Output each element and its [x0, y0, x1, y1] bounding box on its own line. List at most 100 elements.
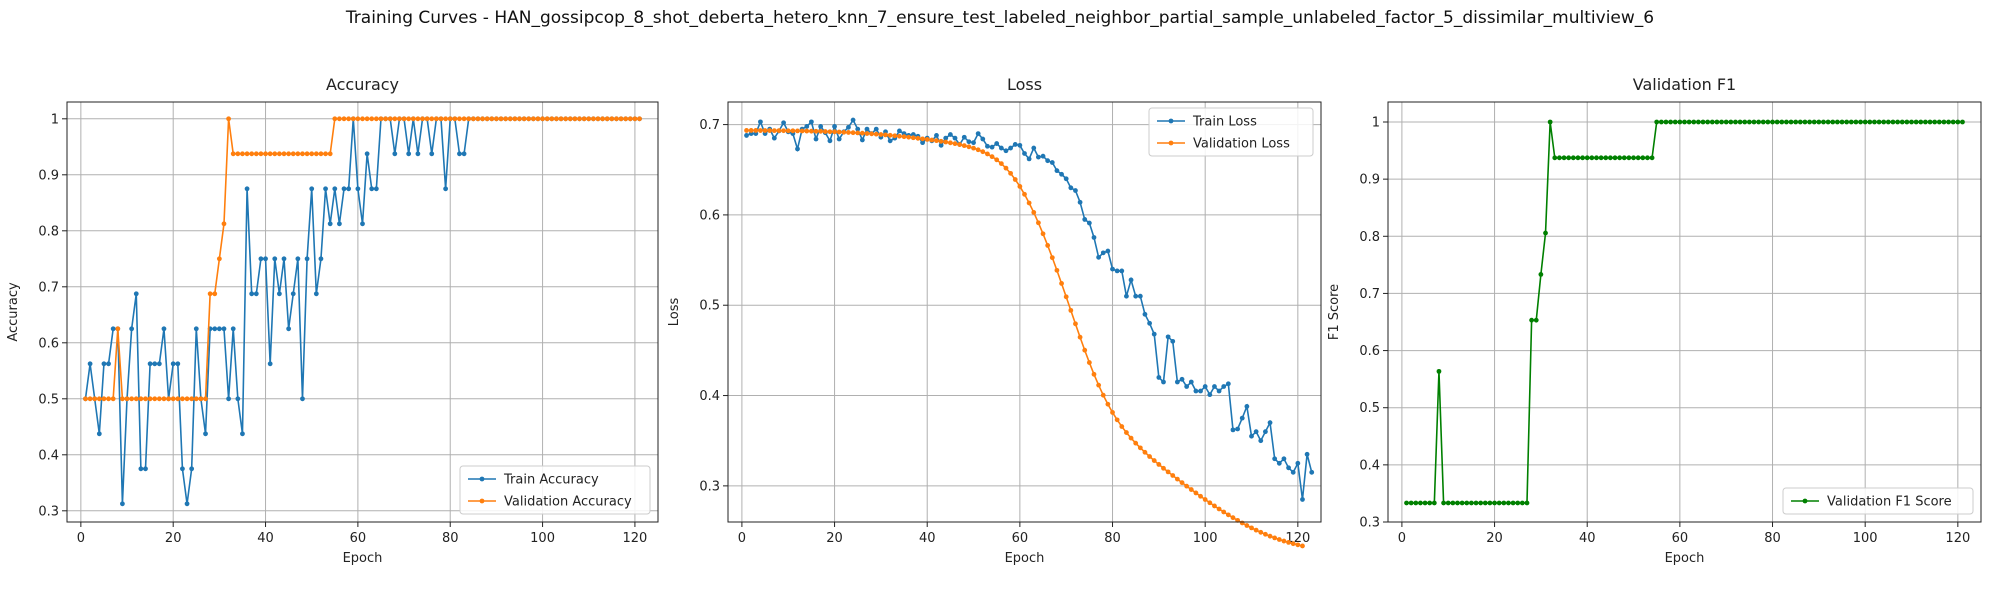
data-point: [1110, 266, 1115, 272]
data-point: [1290, 541, 1296, 547]
data-point: [1848, 119, 1854, 125]
data-point: [1295, 460, 1301, 466]
data-point: [1036, 154, 1041, 160]
data-point: [938, 142, 944, 148]
data-point: [1068, 307, 1074, 313]
data-point: [1022, 191, 1027, 197]
data-point: [1538, 272, 1544, 277]
data-point: [147, 396, 153, 402]
data-point: [1054, 168, 1060, 174]
data-point: [1286, 540, 1291, 545]
data-point: [897, 133, 902, 139]
data-point: [808, 119, 814, 125]
data-point: [87, 396, 93, 402]
data-point: [1003, 148, 1009, 154]
data-point: [475, 116, 481, 122]
data-point: [1501, 500, 1507, 506]
data-point: [1105, 248, 1111, 254]
data-point: [1770, 119, 1775, 125]
data-point: [1895, 119, 1901, 125]
data-point: [503, 116, 509, 122]
data-point: [341, 116, 347, 122]
x-tick-label: 20: [165, 531, 182, 546]
data-point: [110, 396, 116, 402]
data-point: [318, 256, 324, 262]
data-point: [975, 147, 981, 153]
data-point: [1008, 145, 1013, 151]
data-point: [281, 151, 287, 157]
legend-marker: [1168, 140, 1174, 146]
data-point: [1760, 119, 1766, 125]
data-point: [1408, 500, 1414, 506]
data-point: [1482, 500, 1488, 506]
data-point: [1418, 500, 1423, 506]
data-point: [161, 396, 167, 402]
data-point: [323, 186, 328, 192]
data-point: [295, 256, 301, 262]
data-point: [443, 186, 449, 192]
data-point: [586, 116, 592, 122]
data-point: [836, 129, 842, 135]
series-line: [746, 118, 1313, 500]
data-point: [341, 186, 347, 192]
data-point: [263, 256, 268, 262]
x-tick-label: 60: [350, 531, 367, 546]
data-point: [147, 361, 153, 367]
data-point: [1239, 415, 1245, 421]
data-point: [1635, 155, 1641, 161]
data-point: [415, 116, 421, 122]
data-point: [517, 116, 522, 122]
data-point: [235, 396, 241, 402]
data-point: [1431, 500, 1437, 506]
data-point: [1404, 500, 1409, 506]
data-point: [910, 135, 916, 141]
data-point: [489, 116, 495, 122]
data-point: [138, 396, 144, 402]
data-point: [864, 131, 870, 136]
y-tick-label: 0.5: [699, 299, 720, 314]
data-point: [1492, 500, 1497, 506]
data-point: [762, 128, 768, 133]
legend: Train Loss Validation Loss: [1148, 107, 1314, 157]
data-point: [855, 126, 861, 132]
data-point: [827, 129, 833, 135]
data-point: [429, 151, 435, 157]
legend-marker: [479, 476, 485, 482]
data-point: [1950, 119, 1956, 125]
data-point: [1286, 465, 1291, 471]
data-point: [1723, 119, 1729, 125]
data-point: [1607, 155, 1613, 161]
data-point: [1774, 119, 1780, 125]
data-point: [1188, 379, 1194, 385]
data-point: [1063, 176, 1069, 182]
data-point: [1017, 184, 1023, 189]
data-point: [627, 116, 633, 122]
data-point: [129, 396, 135, 402]
data-point: [1147, 454, 1152, 459]
y-tick-label: 0.7: [699, 118, 720, 133]
data-point: [1825, 119, 1831, 125]
data-point: [383, 116, 388, 122]
data-point: [272, 256, 278, 262]
data-point: [1304, 451, 1310, 457]
y-axis-label: Loss: [667, 298, 682, 327]
data-point: [1267, 420, 1273, 426]
x-tick-label: 120: [623, 531, 648, 546]
data-point: [966, 139, 972, 145]
data-point: [938, 138, 944, 144]
data-point: [327, 151, 333, 157]
data-point: [1026, 200, 1032, 206]
data-point: [512, 116, 518, 122]
data-point: [980, 136, 986, 142]
data-point: [1225, 381, 1231, 387]
data-point: [300, 151, 305, 157]
x-tick-label: 100: [1853, 531, 1878, 546]
x-tick-label: 0: [1398, 531, 1406, 546]
data-point: [906, 134, 912, 140]
data-point: [790, 128, 796, 134]
data-point: [1049, 160, 1055, 165]
data-point: [1909, 119, 1914, 125]
data-point: [1077, 199, 1083, 205]
data-point: [1174, 476, 1180, 482]
data-point: [1936, 119, 1942, 125]
